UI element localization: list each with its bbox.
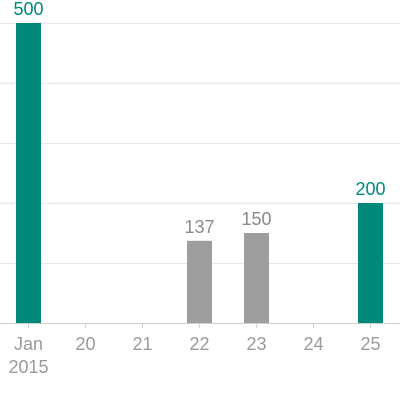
x-tick-label: 25 [360,334,380,354]
data-label: 200 [355,179,385,199]
data-labels: 500 137 150 200 [13,0,385,237]
x-axis-ticks: Jan 2015 20 21 22 23 24 25 [8,323,381,377]
x-tick-label: 24 [303,334,323,354]
data-label: 137 [184,217,214,237]
bar[interactable] [358,203,383,323]
bar[interactable] [187,240,212,323]
bar[interactable] [16,23,41,323]
x-tick-label: 2015 [8,357,48,377]
x-tick-label: 21 [132,334,152,354]
bar[interactable] [244,233,269,323]
data-label: 150 [241,209,271,229]
x-tick-label: 22 [189,334,209,354]
bars [16,23,383,323]
gridlines [0,23,400,324]
x-tick-label: Jan [14,334,43,354]
x-tick-label: 20 [75,334,95,354]
data-label: 500 [13,0,43,19]
x-tick-label: 23 [246,334,266,354]
